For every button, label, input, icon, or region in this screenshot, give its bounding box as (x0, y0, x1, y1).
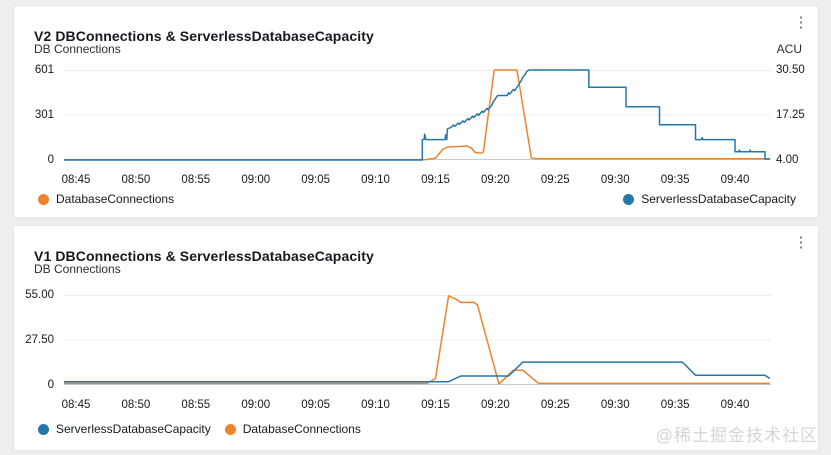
x-tick-label: 09:15 (421, 174, 450, 186)
legend-item-ServerlessDatabaseCapacity[interactable]: ServerlessDatabaseCapacity (38, 422, 211, 436)
panel-title: V1 DBConnections & ServerlessDatabaseCap… (34, 247, 374, 264)
chart-plot[interactable] (64, 295, 771, 385)
x-tick-label: 09:20 (480, 399, 510, 411)
legend-color-dot-icon (38, 193, 49, 205)
chart-area: 55.00 27.50 0 (14, 289, 818, 391)
legend-label: DatabaseConnections (242, 422, 361, 436)
x-tick-label: 08:55 (181, 174, 211, 186)
legend-label: DatabaseConnections (56, 192, 175, 206)
x-tick-label: 09:05 (301, 174, 331, 186)
y-tick-label: 301 (34, 109, 54, 121)
series-line-DatabaseConnections (64, 70, 770, 160)
panel-title: V2 DBConnections & ServerlessDatabaseCap… (34, 27, 374, 44)
x-tick-label: 09:30 (600, 174, 630, 186)
y-tick-label: 30.50 (776, 64, 805, 76)
kebab-menu-icon: ⋮ (793, 233, 809, 251)
y-axis-label-right: ACU (776, 42, 802, 56)
x-tick-label: 09:20 (480, 174, 510, 186)
y-tick-label: 0 (47, 379, 54, 391)
line-chart-svg (64, 295, 771, 385)
chart-panel-v2: V2 DBConnections & ServerlessDatabaseCap… (13, 5, 819, 218)
x-tick-label: 09:25 (540, 399, 570, 411)
x-tick-label: 09:35 (660, 174, 690, 186)
series-line-ServerlessDatabaseCapacity (64, 362, 770, 382)
panel-menu-button[interactable]: ⋮ (790, 231, 812, 253)
y-axis-ticks-left: 601 301 0 (14, 64, 58, 166)
x-tick-label: 09:10 (361, 399, 390, 411)
y-tick-label: 0 (47, 154, 54, 166)
legend-item-DatabaseConnections[interactable]: DatabaseConnections (38, 192, 174, 206)
x-tick-label: 09:35 (660, 399, 690, 411)
x-tick-label: 09:40 (720, 174, 750, 186)
x-tick-label: 08:50 (121, 174, 151, 186)
y-tick-label: 4.00 (776, 154, 799, 166)
x-tick-label: 09:40 (720, 399, 750, 411)
y-tick-label: 17.25 (776, 109, 805, 121)
legend-color-dot-icon (623, 193, 635, 205)
x-tick-label: 09:15 (421, 399, 450, 411)
legend-color-dot-icon (224, 423, 236, 435)
y-tick-label: 55.00 (25, 289, 54, 301)
chart-plot[interactable] (64, 70, 771, 160)
x-tick-label: 09:05 (301, 399, 331, 411)
y-axis-ticks-right: 30.50 17.25 4.00 (772, 64, 816, 166)
x-tick-label: 08:45 (61, 174, 91, 186)
legend-item-DatabaseConnections[interactable]: DatabaseConnections (224, 422, 361, 436)
legend-label: ServerlessDatabaseCapacity (641, 192, 796, 206)
kebab-menu-icon: ⋮ (793, 13, 809, 31)
y-tick-label: 601 (34, 64, 54, 76)
x-tick-label: 09:00 (241, 399, 271, 411)
legend-label: ServerlessDatabaseCapacity (56, 422, 211, 436)
y-axis-label-left: DB Connections (34, 262, 121, 276)
x-axis-ticks: 08:45 08:50 08:55 09:00 09:05 09:10 09:15 09:20… (61, 399, 771, 413)
y-axis-ticks-left: 55.00 27.50 0 (14, 289, 58, 391)
x-tick-label: 09:00 (241, 174, 271, 186)
chart-panel-v1: V1 DBConnections & ServerlessDatabaseCap… (13, 225, 819, 451)
x-tick-label: 09:30 (600, 399, 630, 411)
chart-legend: DatabaseConnections ServerlessDatabaseCap… (38, 192, 796, 206)
legend-item-ServerlessDatabaseCapacity[interactable]: ServerlessDatabaseCapacity (623, 192, 796, 206)
x-tick-label: 09:10 (361, 174, 390, 186)
chart-area: 601 301 0 30.50 17.25 4.00 (14, 64, 818, 166)
series-line-ServerlessDatabaseCapacity (64, 70, 770, 160)
x-tick-label: 08:55 (181, 399, 211, 411)
x-tick-label: 08:50 (121, 399, 151, 411)
y-axis-label-left: DB Connections (34, 42, 121, 56)
x-axis-ticks: 08:45 08:50 08:55 09:00 09:05 09:10 09:15 09:20… (61, 174, 771, 188)
legend-color-dot-icon (38, 423, 49, 435)
chart-legend: ServerlessDatabaseCapacity DatabaseConnec… (38, 422, 796, 436)
x-tick-label: 09:25 (540, 174, 570, 186)
x-tick-label: 08:45 (61, 399, 91, 411)
series-line-DatabaseConnections (64, 296, 770, 384)
panel-menu-button[interactable]: ⋮ (790, 11, 812, 33)
line-chart-svg (64, 70, 771, 160)
y-tick-label: 27.50 (25, 334, 54, 346)
